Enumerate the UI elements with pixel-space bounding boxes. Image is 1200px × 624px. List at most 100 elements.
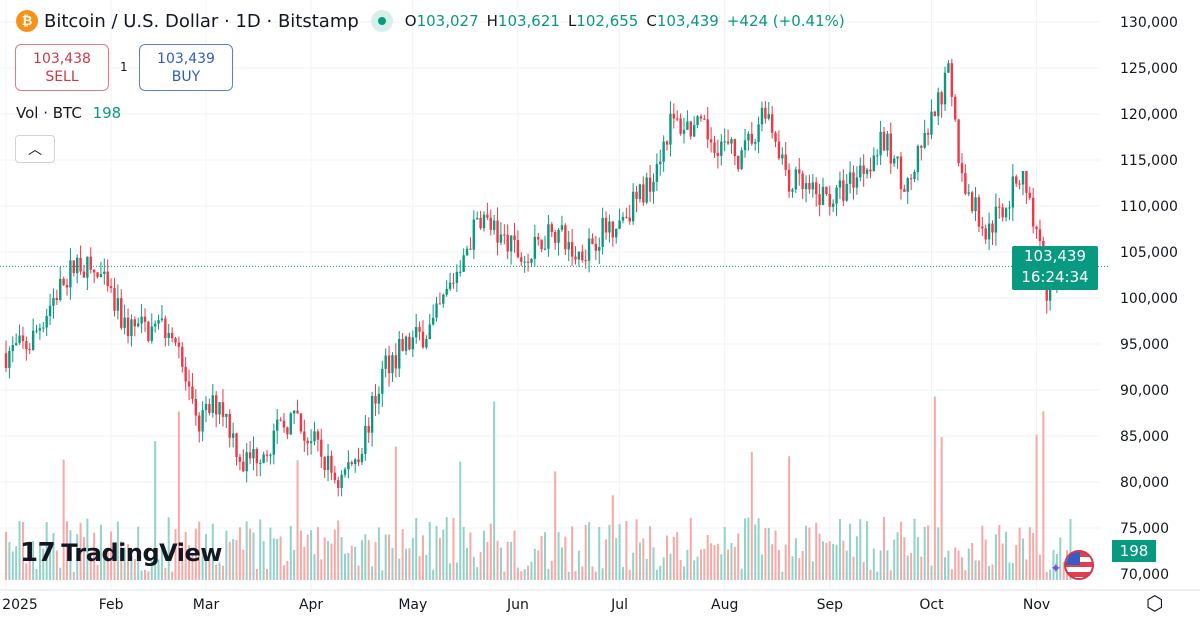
candle-body — [187, 381, 191, 387]
candle-body — [957, 119, 960, 164]
candle-body — [1008, 207, 1011, 209]
volume-bar — [889, 570, 892, 580]
volume-bar — [310, 530, 313, 580]
volume-bar — [594, 571, 597, 580]
volume-bar — [584, 524, 587, 580]
candle-body — [947, 63, 950, 73]
close-value: 103,439 — [656, 12, 719, 30]
candle-body — [45, 316, 48, 328]
us-flag-icon[interactable] — [1064, 550, 1094, 580]
candle-body — [194, 398, 198, 416]
volume-bar — [333, 529, 336, 580]
volume-bar — [530, 561, 533, 580]
volume-bar — [964, 570, 967, 580]
y-tick-label: 100,000 — [1120, 291, 1178, 307]
candle-body — [682, 129, 686, 134]
candle-body — [1025, 171, 1028, 193]
volume-bar — [832, 543, 835, 580]
candle-body — [31, 330, 35, 350]
volume-bar — [1042, 411, 1045, 580]
candle-body — [381, 368, 384, 394]
volume-bar — [452, 517, 455, 580]
volume-bar — [116, 521, 119, 580]
volume-bar — [489, 523, 492, 580]
volume-bar — [669, 553, 672, 580]
candle-body — [574, 256, 577, 260]
candle-body — [103, 271, 106, 275]
volume-bar — [605, 539, 608, 580]
volume-bar — [1005, 531, 1008, 580]
volume-bar — [849, 523, 852, 580]
volume-bar — [344, 553, 346, 580]
symbol-title[interactable]: Bitcoin / U.S. Dollar · 1D · Bitstamp — [44, 10, 359, 32]
candle-body — [659, 161, 662, 165]
volume-bar — [618, 524, 621, 580]
sell-button[interactable]: 103,438 SELL — [15, 44, 109, 91]
y-tick-label: 105,000 — [1120, 245, 1178, 261]
volume-bar — [916, 537, 919, 580]
volume-bar — [360, 540, 363, 580]
volume-bar — [506, 541, 509, 580]
collapse-legend-button[interactable]: ︿ — [15, 135, 55, 163]
candle-body — [353, 459, 357, 464]
volume-bar — [557, 532, 560, 580]
candle-body — [543, 248, 547, 250]
volume-bar — [638, 542, 641, 580]
candle-body — [869, 169, 872, 172]
volume-bar — [377, 527, 380, 580]
candle-body — [69, 260, 72, 288]
candle-body — [374, 395, 377, 404]
candle-body — [28, 349, 31, 351]
volume-bar — [38, 543, 41, 580]
volume-bar — [459, 461, 462, 580]
volume-bar — [672, 536, 675, 580]
candle-body — [126, 317, 130, 337]
candle-body — [313, 431, 316, 442]
tradingview-logo[interactable]: 17 TradingView — [20, 538, 222, 568]
volume-bar — [960, 557, 963, 580]
volume-bar — [1011, 562, 1014, 580]
volume-bar — [123, 547, 126, 580]
high-value: 103,621 — [497, 12, 560, 30]
buy-button[interactable]: 103,439 BUY — [139, 44, 233, 91]
volume-bar — [723, 527, 726, 580]
candle-body — [726, 141, 730, 144]
volume-bar — [947, 550, 950, 580]
candle-body — [499, 234, 503, 243]
candle-body — [709, 139, 713, 143]
y-tick-label: 70,000 — [1120, 567, 1169, 583]
candle-body — [442, 294, 445, 304]
candle-body — [214, 395, 218, 415]
volume-bar — [106, 549, 109, 580]
candle-body — [337, 480, 340, 488]
candle-body — [767, 114, 770, 119]
volume-bar — [398, 558, 401, 580]
volume-bar — [289, 526, 292, 580]
candle-body — [716, 152, 720, 156]
volume-bar — [994, 534, 997, 580]
current-price: 103,439 — [1023, 247, 1087, 265]
candle-body — [845, 183, 848, 201]
volume-bar — [194, 528, 197, 580]
x-tick-label: Sep — [817, 597, 844, 613]
volume-bar — [649, 526, 652, 580]
candle-body — [279, 419, 282, 421]
candle-body — [584, 260, 587, 262]
volume-bar — [554, 471, 557, 580]
volume-bar — [842, 540, 845, 580]
volume-bar — [920, 556, 923, 580]
candle-body — [903, 189, 906, 192]
volume-bar — [432, 569, 435, 580]
candle-body — [540, 239, 543, 250]
settings-icon[interactable]: ⬡ — [1146, 591, 1164, 615]
candle-body — [160, 318, 164, 321]
candle-body — [652, 181, 655, 192]
candle-body — [926, 132, 930, 135]
candle-body — [408, 336, 411, 350]
candle-body — [401, 338, 404, 351]
volume-bar — [374, 541, 377, 580]
volume-bar — [42, 548, 45, 580]
volume-bar — [415, 518, 418, 580]
volume-bar — [1022, 538, 1024, 580]
